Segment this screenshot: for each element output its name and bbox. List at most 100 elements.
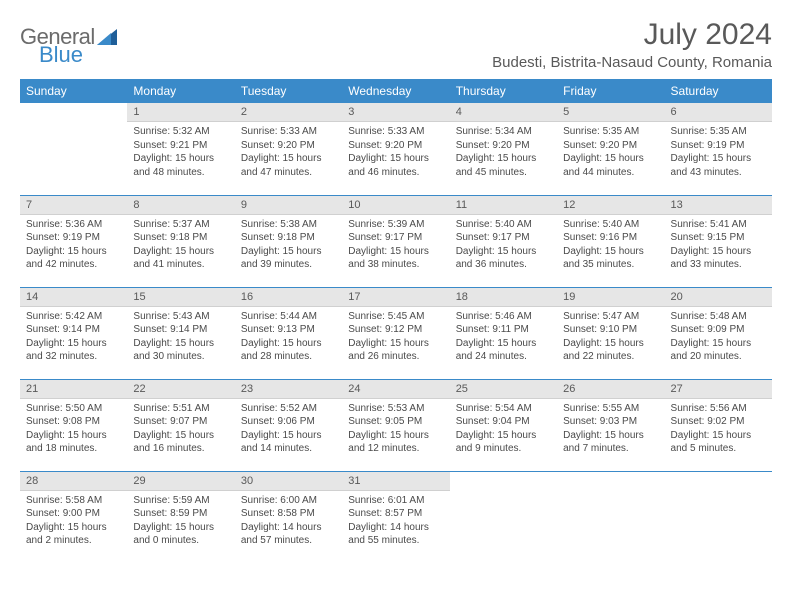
sunrise-line: Sunrise: 5:51 AM <box>133 402 228 416</box>
calendar-row: 21Sunrise: 5:50 AMSunset: 9:08 PMDayligh… <box>20 379 772 471</box>
sunrise-line: Sunrise: 5:55 AM <box>563 402 658 416</box>
calendar-cell: 24Sunrise: 5:53 AMSunset: 9:05 PMDayligh… <box>342 379 449 471</box>
sunrise-line: Sunrise: 5:34 AM <box>456 125 551 139</box>
day-content: Sunrise: 5:56 AMSunset: 9:02 PMDaylight:… <box>665 399 772 462</box>
day-number: 3 <box>342 103 449 122</box>
sunset-line: Sunset: 9:21 PM <box>133 139 228 153</box>
sunset-line: Sunset: 9:10 PM <box>563 323 658 337</box>
sunset-line: Sunset: 9:14 PM <box>26 323 121 337</box>
sunrise-line: Sunrise: 5:35 AM <box>671 125 766 139</box>
calendar-cell: 23Sunrise: 5:52 AMSunset: 9:06 PMDayligh… <box>235 379 342 471</box>
day-content: Sunrise: 5:40 AMSunset: 9:17 PMDaylight:… <box>450 215 557 278</box>
day-number: 17 <box>342 288 449 307</box>
calendar-row: 28Sunrise: 5:58 AMSunset: 9:00 PMDayligh… <box>20 471 772 563</box>
daylight-line: Daylight: 15 hours and 45 minutes. <box>456 152 551 179</box>
day-content: Sunrise: 5:38 AMSunset: 9:18 PMDaylight:… <box>235 215 342 278</box>
daylight-line: Daylight: 15 hours and 46 minutes. <box>348 152 443 179</box>
day-number: 8 <box>127 196 234 215</box>
day-number: 20 <box>665 288 772 307</box>
daylight-line: Daylight: 15 hours and 32 minutes. <box>26 337 121 364</box>
sunset-line: Sunset: 9:18 PM <box>241 231 336 245</box>
sunset-line: Sunset: 9:00 PM <box>26 507 121 521</box>
calendar-row: 14Sunrise: 5:42 AMSunset: 9:14 PMDayligh… <box>20 287 772 379</box>
calendar-cell <box>450 471 557 563</box>
sunset-line: Sunset: 9:15 PM <box>671 231 766 245</box>
sunset-line: Sunset: 9:03 PM <box>563 415 658 429</box>
daylight-line: Daylight: 15 hours and 43 minutes. <box>671 152 766 179</box>
daylight-line: Daylight: 15 hours and 39 minutes. <box>241 245 336 272</box>
day-content: Sunrise: 5:37 AMSunset: 9:18 PMDaylight:… <box>127 215 234 278</box>
day-content: Sunrise: 5:36 AMSunset: 9:19 PMDaylight:… <box>20 215 127 278</box>
calendar-header-row: Sunday Monday Tuesday Wednesday Thursday… <box>20 79 772 103</box>
day-number: 24 <box>342 380 449 399</box>
sunrise-line: Sunrise: 5:54 AM <box>456 402 551 416</box>
sunset-line: Sunset: 9:07 PM <box>133 415 228 429</box>
daylight-line: Daylight: 15 hours and 48 minutes. <box>133 152 228 179</box>
calendar-cell: 5Sunrise: 5:35 AMSunset: 9:20 PMDaylight… <box>557 103 664 195</box>
daylight-line: Daylight: 15 hours and 47 minutes. <box>241 152 336 179</box>
sunrise-line: Sunrise: 5:52 AM <box>241 402 336 416</box>
day-content: Sunrise: 5:44 AMSunset: 9:13 PMDaylight:… <box>235 307 342 370</box>
daylight-line: Daylight: 15 hours and 5 minutes. <box>671 429 766 456</box>
logo-text-blue: Blue <box>39 42 83 68</box>
calendar-cell: 13Sunrise: 5:41 AMSunset: 9:15 PMDayligh… <box>665 195 772 287</box>
calendar-cell: 4Sunrise: 5:34 AMSunset: 9:20 PMDaylight… <box>450 103 557 195</box>
sunrise-line: Sunrise: 5:59 AM <box>133 494 228 508</box>
day-content: Sunrise: 5:48 AMSunset: 9:09 PMDaylight:… <box>665 307 772 370</box>
calendar-cell: 16Sunrise: 5:44 AMSunset: 9:13 PMDayligh… <box>235 287 342 379</box>
day-content: Sunrise: 5:35 AMSunset: 9:19 PMDaylight:… <box>665 122 772 185</box>
daylight-line: Daylight: 15 hours and 14 minutes. <box>241 429 336 456</box>
sunrise-line: Sunrise: 5:36 AM <box>26 218 121 232</box>
day-number: 27 <box>665 380 772 399</box>
sunset-line: Sunset: 9:18 PM <box>133 231 228 245</box>
daylight-line: Daylight: 15 hours and 22 minutes. <box>563 337 658 364</box>
day-number: 4 <box>450 103 557 122</box>
day-content: Sunrise: 5:46 AMSunset: 9:11 PMDaylight:… <box>450 307 557 370</box>
sunrise-line: Sunrise: 5:32 AM <box>133 125 228 139</box>
day-number: 13 <box>665 196 772 215</box>
calendar-cell: 6Sunrise: 5:35 AMSunset: 9:19 PMDaylight… <box>665 103 772 195</box>
day-content: Sunrise: 5:59 AMSunset: 8:59 PMDaylight:… <box>127 491 234 554</box>
col-wednesday: Wednesday <box>342 79 449 103</box>
sunset-line: Sunset: 9:12 PM <box>348 323 443 337</box>
sunset-line: Sunset: 8:58 PM <box>241 507 336 521</box>
day-number: 1 <box>127 103 234 122</box>
day-content: Sunrise: 5:33 AMSunset: 9:20 PMDaylight:… <box>342 122 449 185</box>
sunrise-line: Sunrise: 5:56 AM <box>671 402 766 416</box>
daylight-line: Daylight: 14 hours and 55 minutes. <box>348 521 443 548</box>
day-number: 11 <box>450 196 557 215</box>
sunset-line: Sunset: 9:20 PM <box>241 139 336 153</box>
calendar-cell <box>557 471 664 563</box>
col-friday: Friday <box>557 79 664 103</box>
title-block: July 2024 Budesti, Bistrita-Nasaud Count… <box>492 18 772 71</box>
day-content: Sunrise: 5:51 AMSunset: 9:07 PMDaylight:… <box>127 399 234 462</box>
logo-triangle-icon <box>97 29 117 45</box>
sunrise-line: Sunrise: 5:40 AM <box>456 218 551 232</box>
day-content: Sunrise: 5:39 AMSunset: 9:17 PMDaylight:… <box>342 215 449 278</box>
day-number: 9 <box>235 196 342 215</box>
day-number: 5 <box>557 103 664 122</box>
month-title: July 2024 <box>492 18 772 52</box>
calendar-table: Sunday Monday Tuesday Wednesday Thursday… <box>20 79 772 563</box>
day-number: 29 <box>127 472 234 491</box>
day-number: 30 <box>235 472 342 491</box>
daylight-line: Daylight: 15 hours and 33 minutes. <box>671 245 766 272</box>
sunset-line: Sunset: 9:09 PM <box>671 323 766 337</box>
calendar-cell: 20Sunrise: 5:48 AMSunset: 9:09 PMDayligh… <box>665 287 772 379</box>
day-content: Sunrise: 5:35 AMSunset: 9:20 PMDaylight:… <box>557 122 664 185</box>
day-content: Sunrise: 5:43 AMSunset: 9:14 PMDaylight:… <box>127 307 234 370</box>
daylight-line: Daylight: 15 hours and 35 minutes. <box>563 245 658 272</box>
sunset-line: Sunset: 9:19 PM <box>671 139 766 153</box>
calendar-cell: 15Sunrise: 5:43 AMSunset: 9:14 PMDayligh… <box>127 287 234 379</box>
calendar-body: 1Sunrise: 5:32 AMSunset: 9:21 PMDaylight… <box>20 103 772 563</box>
calendar-cell: 1 Sunrise: 5:32 AMSunset: 9:21 PMDaylight… <box>127 103 234 195</box>
sunset-line: Sunset: 9:02 PM <box>671 415 766 429</box>
sunset-line: Sunset: 8:57 PM <box>348 507 443 521</box>
sunrise-line: Sunrise: 5:33 AM <box>348 125 443 139</box>
daylight-line: Daylight: 15 hours and 24 minutes. <box>456 337 551 364</box>
calendar-cell: 3Sunrise: 5:33 AMSunset: 9:20 PMDaylight… <box>342 103 449 195</box>
daylight-line: Daylight: 15 hours and 26 minutes. <box>348 337 443 364</box>
daylight-line: Daylight: 15 hours and 7 minutes. <box>563 429 658 456</box>
day-number: 26 <box>557 380 664 399</box>
sunrise-line: Sunrise: 5:46 AM <box>456 310 551 324</box>
